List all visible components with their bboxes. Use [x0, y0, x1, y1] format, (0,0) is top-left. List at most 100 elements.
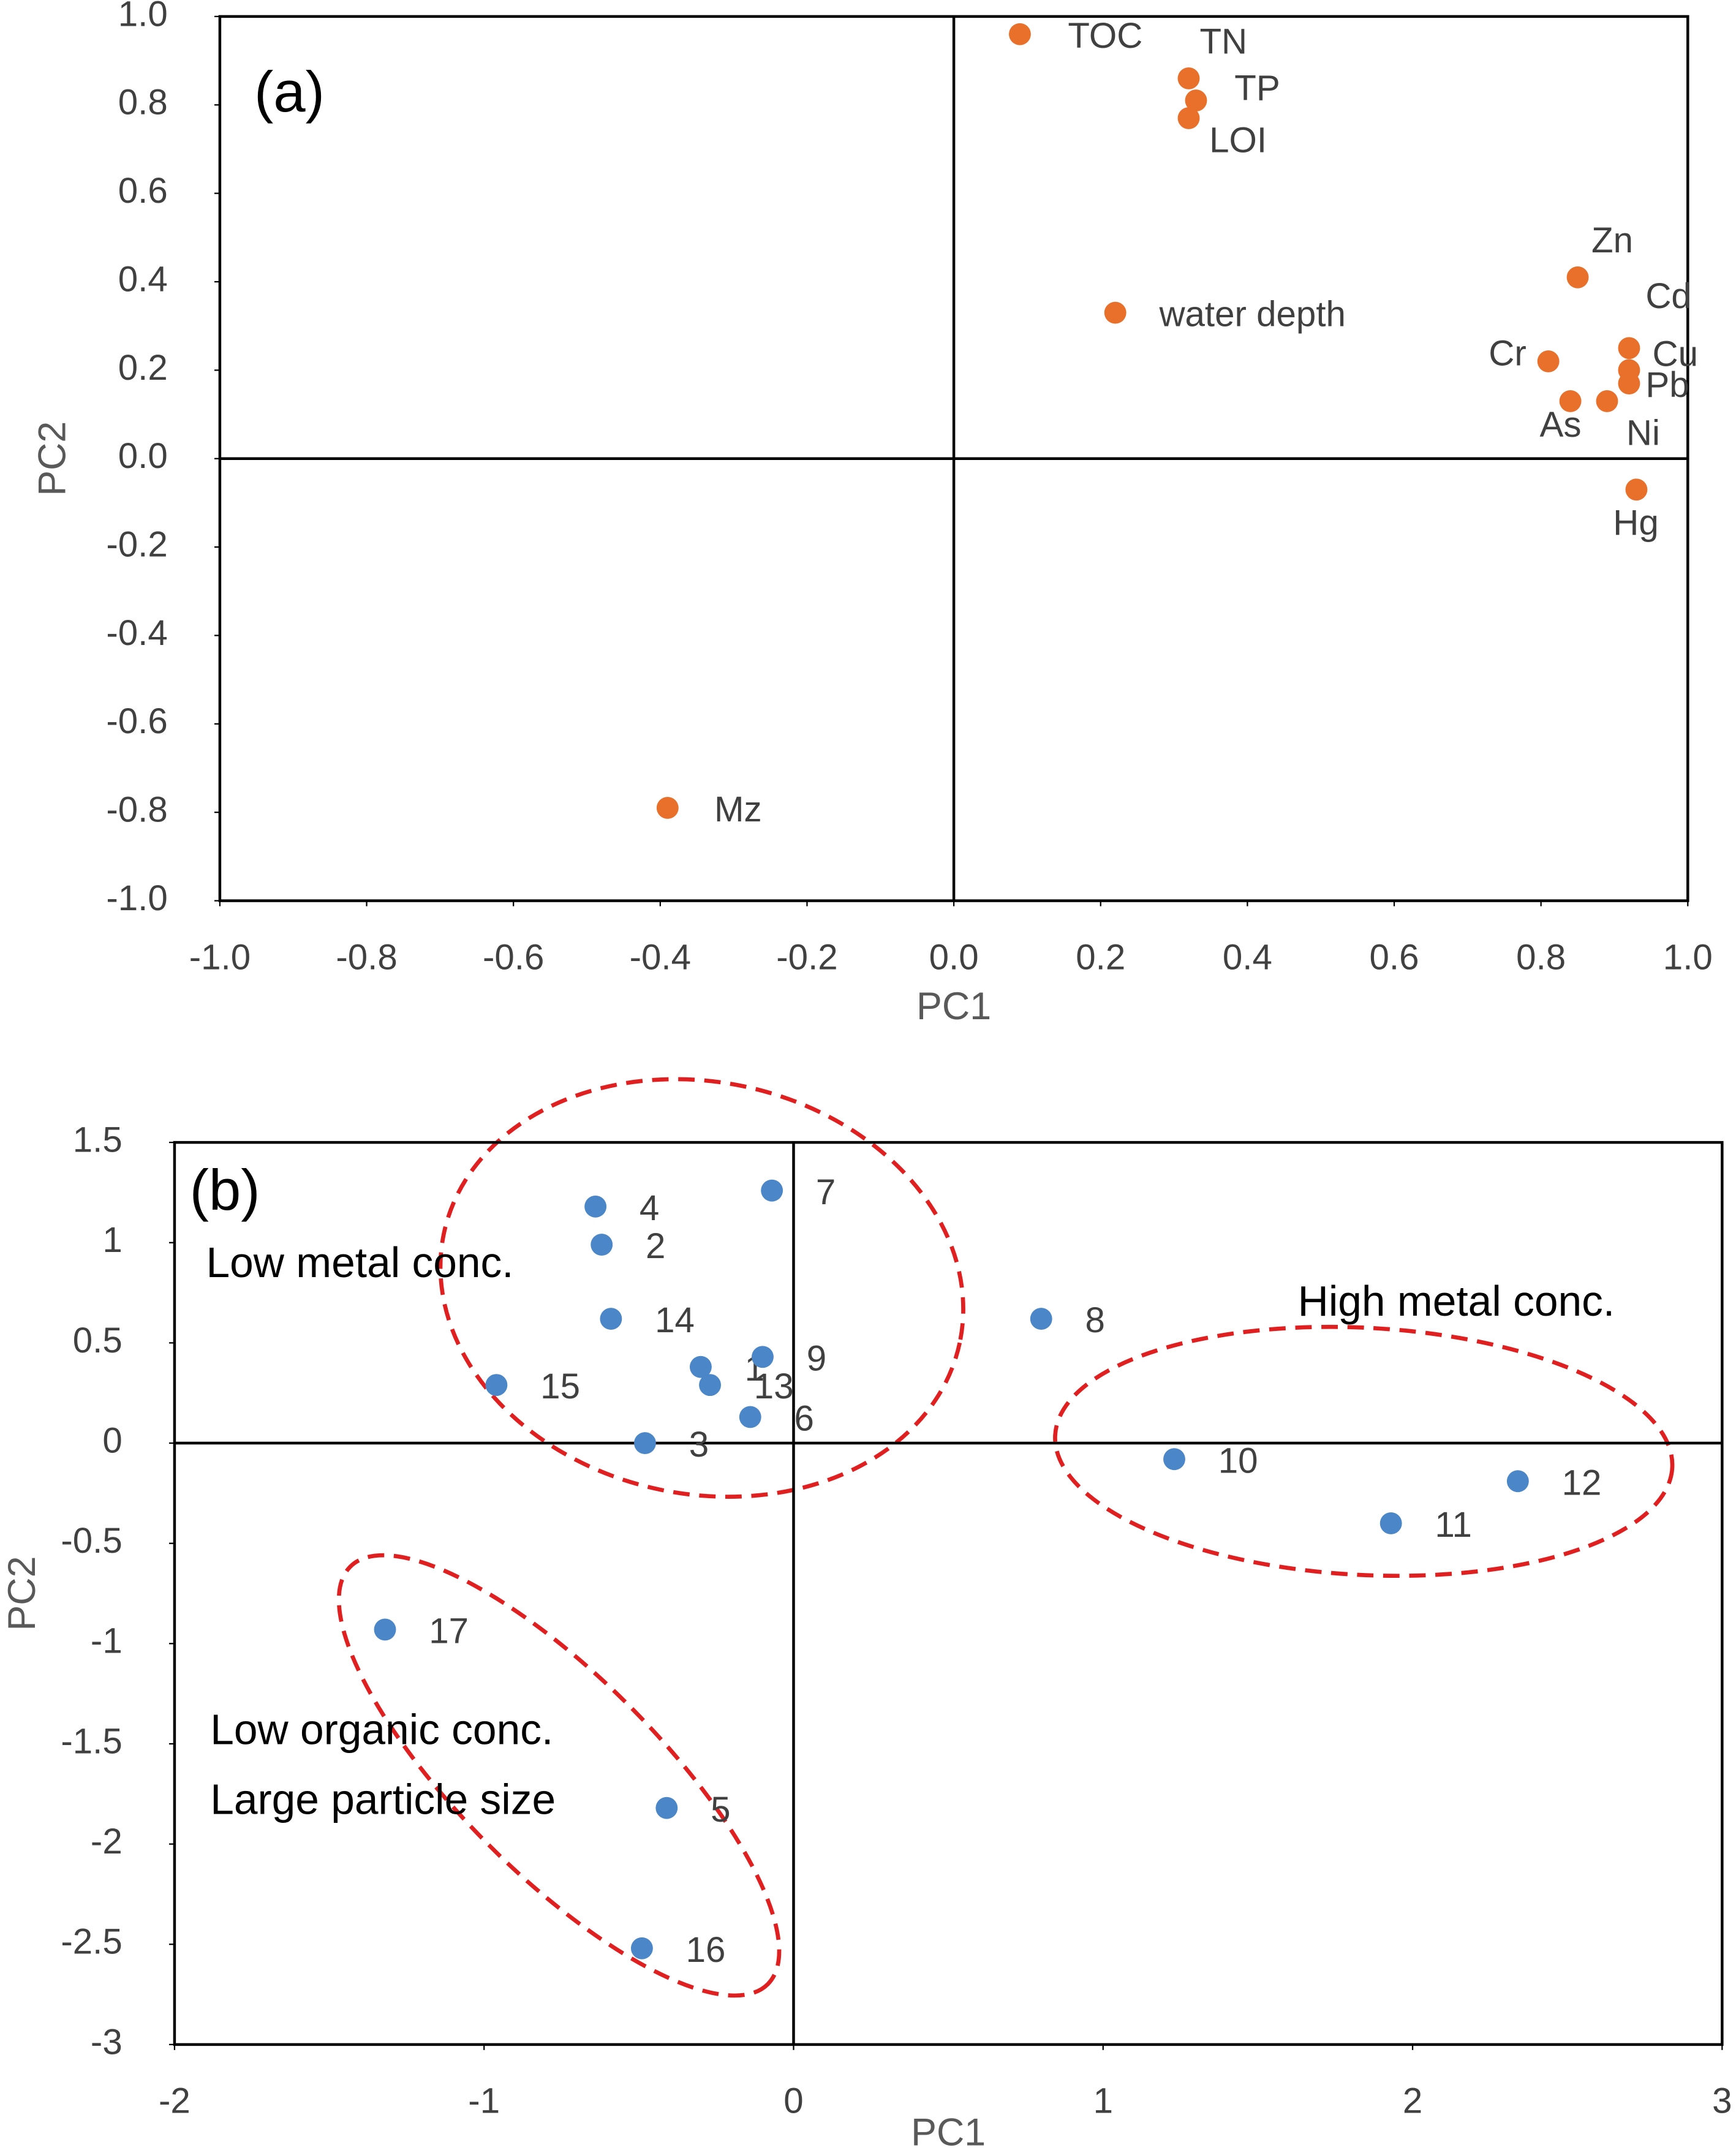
point-label: TP — [1234, 69, 1280, 108]
x-tick-label: 3 — [1712, 2081, 1732, 2121]
y-tick-label: -1.0 — [106, 878, 167, 918]
point-label: 3 — [689, 1425, 709, 1465]
y-tick-label: -2.5 — [61, 1922, 122, 1962]
y-tick-label: -0.5 — [61, 1521, 122, 1561]
point-label: 16 — [686, 1930, 726, 1970]
cluster-ellipses — [336, 1077, 1675, 1998]
y-tick-label: 1 — [102, 1220, 122, 1260]
point — [689, 1356, 712, 1378]
point — [1009, 23, 1031, 45]
x-tick-label: 1.0 — [1663, 937, 1713, 977]
point — [374, 1618, 396, 1641]
y-tick-label: 0.6 — [118, 171, 168, 211]
y-tick-label: -0.6 — [106, 701, 167, 741]
panel-label: (a) — [254, 59, 325, 124]
ellipse — [438, 1077, 965, 1499]
x-tick-label: -0.2 — [776, 937, 837, 977]
point-label: Hg — [1613, 503, 1658, 543]
annotation: High metal conc. — [1298, 1277, 1615, 1325]
point — [1537, 350, 1560, 372]
point-label: 9 — [807, 1338, 826, 1378]
y-tick-label: 0.4 — [118, 259, 168, 299]
point-label: 12 — [1562, 1463, 1602, 1503]
y-tick-label: -2 — [91, 1822, 123, 1861]
x-tick-label: 0.8 — [1516, 937, 1566, 977]
x-tick-label: -0.4 — [630, 937, 691, 977]
point-label: Mz — [714, 790, 762, 829]
y-tick-label: -1.5 — [61, 1721, 122, 1761]
point — [1379, 1512, 1402, 1534]
point-label: As — [1540, 405, 1582, 445]
y-tick-label: 0.0 — [118, 436, 168, 476]
x-tick-label: 0.4 — [1223, 937, 1272, 977]
point-label: water depth — [1158, 295, 1345, 334]
x-tick-label: -2 — [159, 2081, 191, 2121]
point-label: Cd — [1645, 276, 1691, 316]
point — [1163, 1448, 1185, 1471]
annotation: Low metal conc. — [206, 1239, 513, 1286]
point-label: 6 — [794, 1399, 813, 1439]
point-label: LOI — [1209, 121, 1267, 160]
y-tick-label: -0.4 — [106, 613, 167, 653]
y-tick-label: 1.5 — [73, 1120, 123, 1159]
annotation: Large particle size — [210, 1776, 556, 1823]
x-tick-label: 0 — [783, 2081, 803, 2121]
point-label: 14 — [655, 1300, 695, 1340]
point — [752, 1346, 774, 1368]
x-tick-label: -1.0 — [189, 937, 251, 977]
y-tick-label: -0.2 — [106, 524, 167, 564]
point — [1618, 372, 1640, 394]
y-tick-label: 1.0 — [118, 0, 168, 34]
point-label: Zn — [1591, 221, 1633, 260]
point — [699, 1374, 722, 1397]
y-tick-label: -3 — [91, 2022, 123, 2062]
point — [761, 1179, 783, 1202]
ellipse — [1053, 1324, 1675, 1578]
point — [655, 1797, 678, 1819]
point — [1559, 390, 1582, 412]
x-tick-label: 0.0 — [929, 937, 979, 977]
point-label: Ni — [1626, 413, 1660, 453]
point — [1104, 301, 1127, 324]
point — [1177, 107, 1200, 129]
y-tick-label: -1 — [91, 1621, 123, 1661]
y-axis-title: PC2 — [1, 1556, 43, 1631]
ellipse — [336, 1553, 782, 1998]
x-tick-label: 2 — [1403, 2081, 1422, 2121]
annotation: Low organic conc. — [210, 1705, 553, 1753]
point-label: Pb — [1645, 365, 1689, 405]
point-label: 11 — [1435, 1505, 1471, 1545]
point — [591, 1234, 613, 1256]
x-tick-label: 1 — [1093, 2081, 1113, 2121]
x-tick-label: 0.2 — [1076, 937, 1125, 977]
point — [1177, 67, 1200, 89]
point-label: TOC — [1068, 16, 1142, 56]
point-label: 15 — [540, 1367, 580, 1406]
x-tick-label: 0.6 — [1370, 937, 1419, 977]
point — [600, 1308, 622, 1330]
point — [1185, 89, 1207, 111]
point — [1618, 337, 1640, 360]
x-axis-title: PC1 — [911, 2111, 986, 2153]
point — [656, 797, 679, 819]
point — [584, 1195, 607, 1218]
point-label: 13 — [754, 1367, 794, 1406]
x-tick-label: -0.6 — [483, 937, 544, 977]
point — [1030, 1308, 1052, 1330]
point — [1566, 266, 1589, 288]
point-label: Cu — [1653, 334, 1698, 374]
plot-frame — [173, 1141, 1724, 2046]
y-tick-label: -0.8 — [106, 790, 167, 830]
point-label: 8 — [1085, 1300, 1104, 1340]
point — [739, 1406, 761, 1428]
point-label: 5 — [711, 1790, 730, 1830]
point-label: TN — [1199, 21, 1247, 61]
x-tick-label: -1 — [468, 2081, 500, 2121]
point-label: 17 — [429, 1612, 469, 1651]
point — [1625, 478, 1648, 501]
y-tick-label: 0 — [102, 1420, 122, 1460]
y-tick-label: 0.5 — [73, 1321, 123, 1360]
point — [1506, 1470, 1529, 1493]
point-label: Cr — [1489, 333, 1526, 373]
x-axis-title: PC1 — [916, 985, 991, 1028]
